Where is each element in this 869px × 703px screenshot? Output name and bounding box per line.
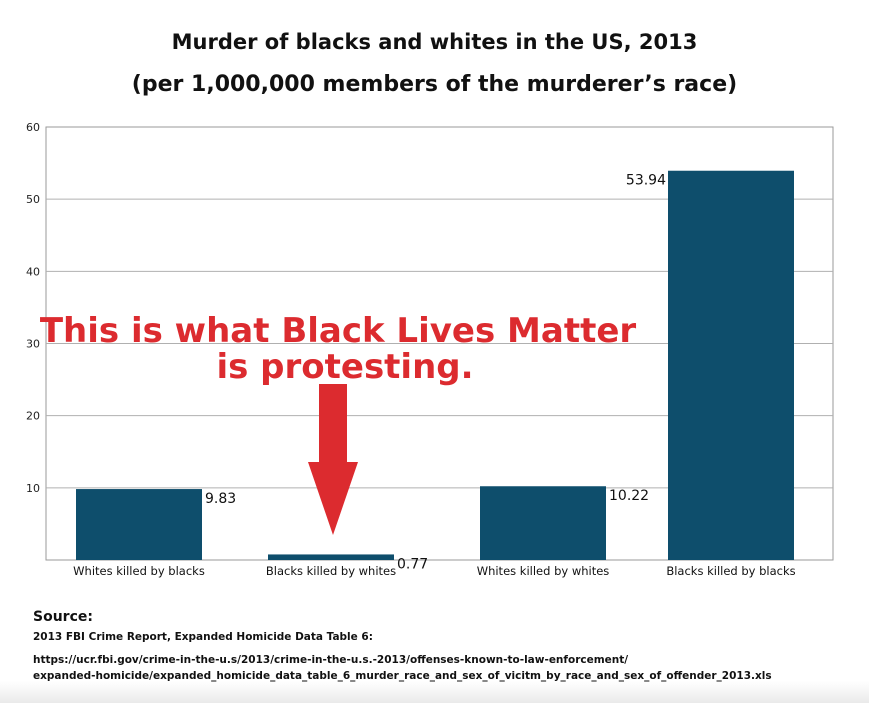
bar-value-label: 53.94 [626, 173, 666, 189]
source-url-line-2: expanded-homicide/expanded_homicide_data… [33, 670, 772, 682]
y-tick-label: 30 [26, 338, 40, 351]
x-tick-label: Blacks killed by whites [266, 564, 396, 578]
x-tick-label: Whites killed by blacks [73, 564, 205, 578]
source-report: 2013 FBI Crime Report, Expanded Homicide… [33, 631, 373, 643]
bar-chart: 10 20 30 40 50 60 9.83 Whites killed by blacks 0… [26, 121, 834, 578]
y-tick-label: 20 [26, 410, 40, 423]
chart-title: Murder of blacks and whites in the US, 2… [171, 30, 698, 54]
y-tick-label: 40 [26, 265, 40, 278]
bar-value-label: 0.77 [397, 556, 428, 572]
annotation-line-2: is protesting. [216, 347, 473, 387]
bar [268, 554, 394, 560]
bottom-fade [0, 681, 869, 703]
bar [480, 486, 606, 560]
y-tick-label: 50 [26, 193, 40, 206]
source-heading: Source: [33, 609, 93, 625]
annotation-line-1: This is what Black Lives Matter [40, 311, 637, 351]
y-tick-label: 10 [26, 482, 40, 495]
bar [668, 170, 794, 560]
bar-value-label: 10.22 [609, 488, 649, 504]
y-tick-label: 60 [26, 121, 40, 134]
x-tick-label: Blacks killed by blacks [666, 564, 795, 578]
bar-value-label: 9.83 [205, 491, 236, 507]
bar [76, 489, 202, 560]
annotation-arrow [308, 384, 358, 535]
x-tick-label: Whites killed by whites [477, 564, 610, 578]
source-url-line-1: https://ucr.fbi.gov/crime-in-the-u.s/201… [33, 654, 629, 666]
chart-subtitle: (per 1,000,000 members of the murderer’s… [131, 72, 738, 97]
